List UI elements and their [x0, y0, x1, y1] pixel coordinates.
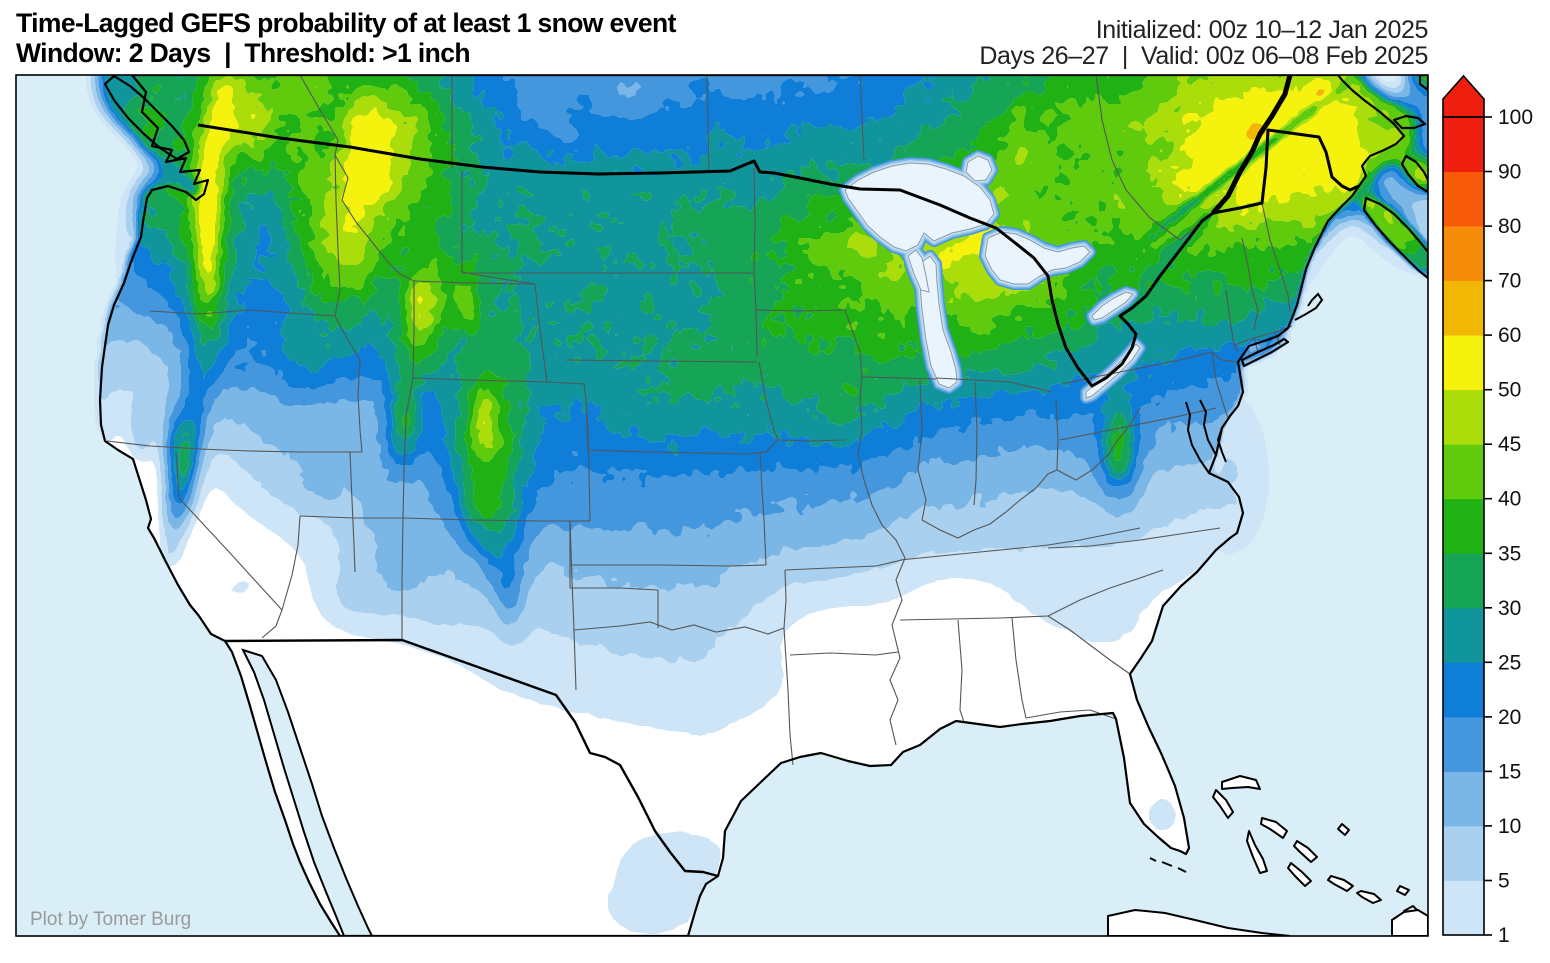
svg-text:70: 70: [1498, 270, 1521, 293]
svg-text:60: 60: [1498, 324, 1521, 347]
svg-text:45: 45: [1498, 433, 1521, 456]
svg-text:90: 90: [1498, 161, 1521, 184]
svg-text:100: 100: [1498, 106, 1533, 129]
svg-text:35: 35: [1498, 542, 1521, 565]
svg-text:25: 25: [1498, 651, 1521, 674]
svg-text:20: 20: [1498, 706, 1521, 729]
svg-text:5: 5: [1498, 870, 1510, 893]
svg-text:10: 10: [1498, 815, 1521, 838]
svg-text:80: 80: [1498, 215, 1521, 238]
svg-text:15: 15: [1498, 760, 1521, 783]
svg-text:1: 1: [1498, 924, 1510, 947]
svg-text:Plot by Tomer Burg: Plot by Tomer Burg: [30, 909, 191, 930]
svg-text:40: 40: [1498, 488, 1521, 511]
svg-text:30: 30: [1498, 597, 1521, 620]
svg-text:50: 50: [1498, 379, 1521, 402]
